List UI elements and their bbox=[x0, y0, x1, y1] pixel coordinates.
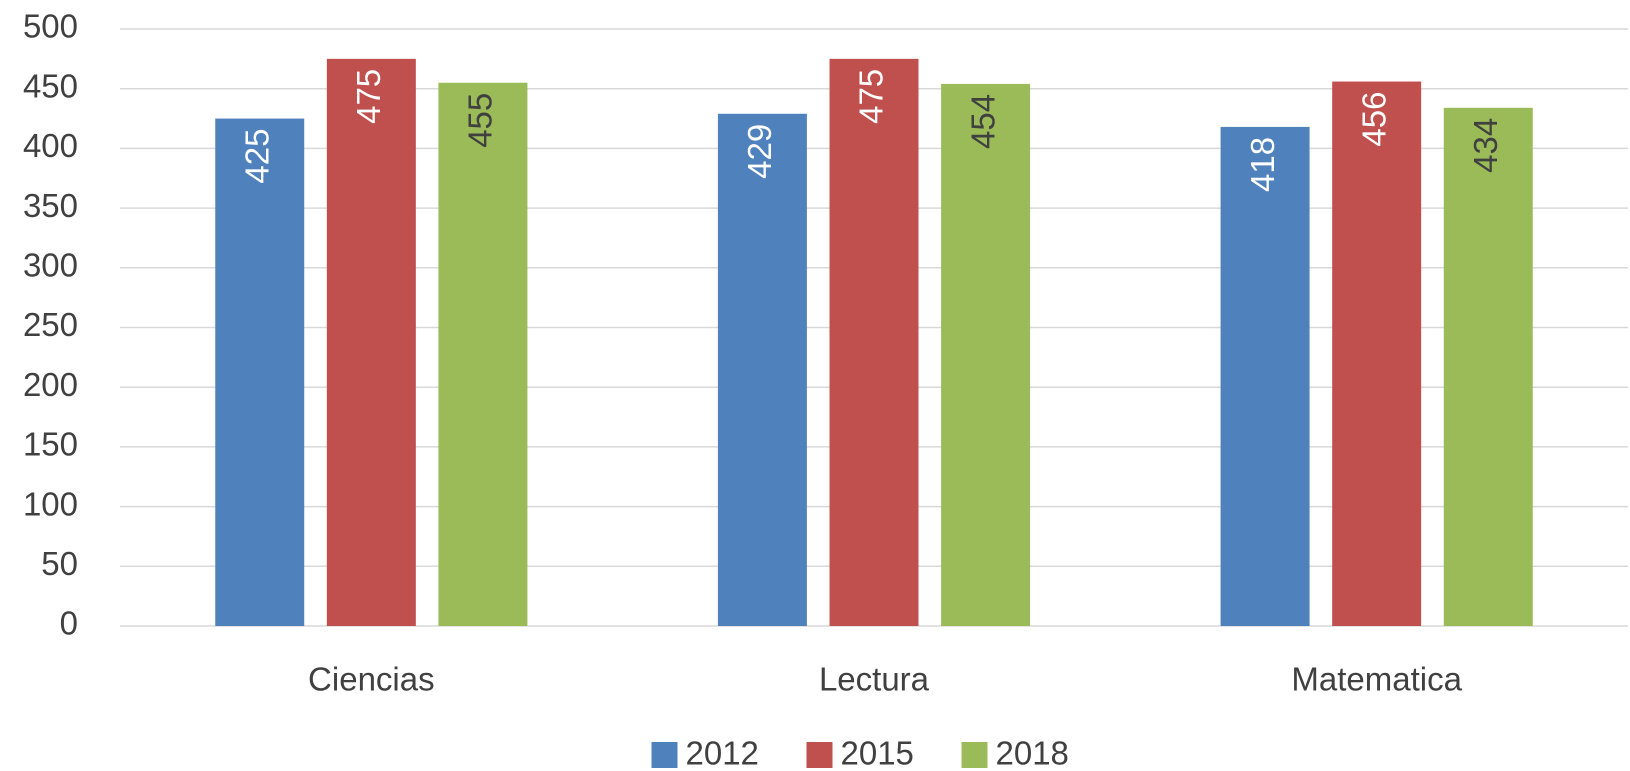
y-tick-label: 50 bbox=[41, 545, 78, 582]
data-label: 418 bbox=[1244, 137, 1281, 192]
y-tick-label: 300 bbox=[23, 247, 78, 284]
bar bbox=[438, 82, 528, 627]
data-label: 429 bbox=[741, 124, 778, 179]
data-label: 475 bbox=[350, 69, 387, 124]
bar bbox=[829, 58, 919, 627]
bar bbox=[1332, 81, 1422, 626]
y-tick-label: 250 bbox=[23, 306, 78, 343]
y-tick-label: 0 bbox=[60, 605, 78, 642]
y-tick-label: 400 bbox=[23, 127, 78, 164]
y-tick-label: 100 bbox=[23, 485, 78, 522]
x-tick-label: Ciencias bbox=[308, 661, 435, 698]
x-tick-label: Lectura bbox=[819, 661, 930, 698]
y-tick-label: 450 bbox=[23, 67, 78, 104]
bar bbox=[1220, 126, 1310, 627]
y-tick-label: 150 bbox=[23, 426, 78, 463]
bar bbox=[326, 58, 416, 627]
y-tick-label: 350 bbox=[23, 187, 78, 224]
bar bbox=[215, 118, 305, 627]
data-label: 456 bbox=[1355, 92, 1392, 147]
bar bbox=[1443, 107, 1533, 626]
legend-label: 2018 bbox=[996, 735, 1069, 771]
legend-label: 2015 bbox=[841, 735, 914, 771]
data-label: 455 bbox=[462, 93, 499, 148]
bar bbox=[941, 83, 1031, 626]
data-label: 425 bbox=[238, 129, 275, 184]
y-tick-label: 200 bbox=[23, 366, 78, 403]
legend-swatch bbox=[961, 742, 988, 768]
data-label: 434 bbox=[1467, 118, 1504, 173]
legend-swatch bbox=[806, 742, 833, 768]
legend-label: 2012 bbox=[686, 735, 759, 771]
x-tick-label: Matematica bbox=[1291, 661, 1462, 698]
y-tick-label: 500 bbox=[23, 8, 78, 45]
data-label: 454 bbox=[964, 94, 1001, 149]
data-label: 475 bbox=[853, 69, 890, 124]
legend-swatch bbox=[651, 742, 678, 768]
bar bbox=[717, 113, 807, 627]
